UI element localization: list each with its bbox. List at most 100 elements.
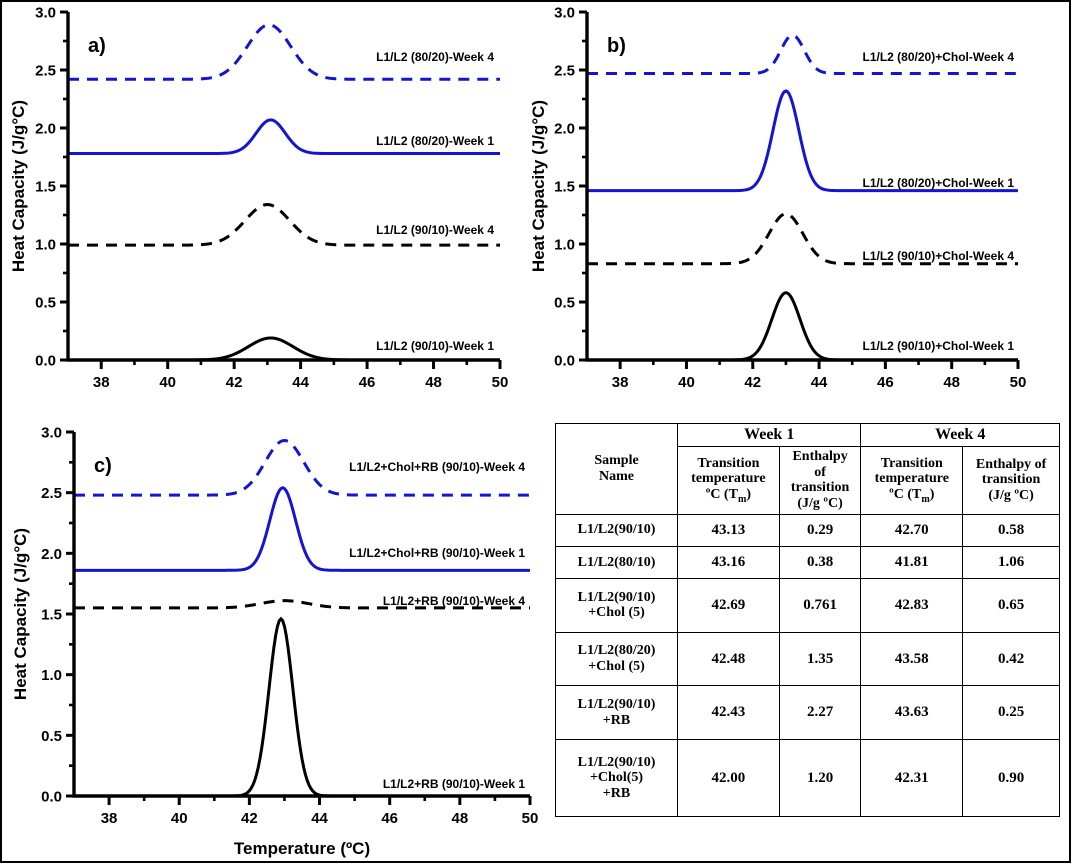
sample-name-line: +Chol (5) <box>588 659 645 675</box>
hdr-line: (J/g ºC) <box>988 488 1034 504</box>
x-tick-label: 44 <box>811 374 828 391</box>
table-cell-w4-enthalpy: 0.90 <box>962 739 1060 817</box>
panel-a-plot: 0.00.51.01.52.02.53.038404244464850a)Tem… <box>9 5 509 392</box>
table-head: Sample Name Week 1 Week 4 Transition tem… <box>555 423 1060 515</box>
table-cell-w4-temp: 43.63 <box>860 685 964 741</box>
y-tick-label: 3.0 <box>554 5 575 22</box>
table-cell-w1-enthalpy: 0.761 <box>778 578 862 633</box>
table-header-w4-enthalpy: Enthalpy of transition (J/g ºC) <box>962 445 1060 515</box>
curve-label: L1/L2+Chol+RB (90/10)-Week 4 <box>349 460 525 474</box>
table-cell-w4-temp: 43.58 <box>860 631 964 687</box>
hdr-line: ) <box>929 486 935 502</box>
axis-lines <box>72 432 530 798</box>
sample-name-line: L1/L2(90/10) <box>577 589 656 605</box>
table-row: L1/L2(90/10) +RB 42.43 2.27 43.63 0.25 <box>555 685 1060 741</box>
curve-b-1 <box>587 212 1018 266</box>
table-cell-w4-enthalpy: 0.25 <box>962 685 1060 741</box>
table-row: L1/L2(80/20) +Chol (5) 42.48 1.35 43.58 0.42 <box>555 631 1060 687</box>
table-cell-w1-enthalpy: 1.35 <box>778 631 862 687</box>
curve-label: L1/L2 (80/20)+Chol-Week 1 <box>863 176 1015 190</box>
table-header-sample-name: Sample Name <box>555 423 678 515</box>
curve-c-1 <box>74 599 530 610</box>
y-tick-label: 2.0 <box>554 121 575 138</box>
hdr-line: (J/g ºC) <box>797 495 843 511</box>
sample-header-line-2: Name <box>599 468 634 484</box>
hdr-line: Transition <box>697 455 760 471</box>
panel-letter: a) <box>88 35 106 57</box>
y-tick-label: 3.0 <box>35 5 56 22</box>
hdr-line: of <box>814 464 826 480</box>
hdr-line: temperature <box>874 471 949 487</box>
hdr-sub: m <box>737 493 747 505</box>
y-tick-label: 0.0 <box>35 353 56 370</box>
table-cell-w1-temp: 42.43 <box>677 685 780 741</box>
y-tick-label: 1.5 <box>35 179 56 196</box>
x-tick-label: 42 <box>226 374 243 391</box>
y-tick-label: 2.5 <box>35 63 56 80</box>
y-tick-label: 2.5 <box>41 485 62 502</box>
y-tick-label: 2.0 <box>35 121 56 138</box>
curve-label: L1/L2 (80/20)-Week 1 <box>376 134 494 148</box>
sample-name-line: +RB <box>602 785 631 801</box>
table-column-header-row: Transition temperature ºC (Tm) Enthalpy … <box>556 445 1060 515</box>
panel-b: 0.00.51.01.52.02.53.038404244464850b)Tem… <box>522 2 1071 402</box>
x-axis-title: Temperature (ºC) <box>234 839 370 858</box>
panel-letter: b) <box>607 35 626 57</box>
sample-header-line-1: Sample <box>594 453 639 469</box>
y-tick-label: 1.5 <box>554 179 575 196</box>
curve-c-3 <box>74 438 530 497</box>
table-cell-w4-enthalpy: 1.06 <box>962 545 1060 580</box>
x-tick-label: 42 <box>241 810 258 827</box>
curve-a-2 <box>68 118 500 156</box>
table-row: L1/L2(90/10) +Chol(5) +RB 42.00 1.20 42.31 0.9… <box>555 739 1060 817</box>
results-table: Sample Name Week 1 Week 4 Transition tem… <box>555 423 1060 817</box>
curve-label: L1/L2+RB (90/10)-Week 4 <box>383 594 525 608</box>
sample-name-line: +Chol(5) <box>589 770 644 786</box>
x-tick-label: 40 <box>159 374 176 391</box>
hdr-line: Transition <box>880 455 943 471</box>
panel-letter: c) <box>94 455 112 477</box>
x-tick-label: 46 <box>359 374 376 391</box>
table-row: L1/L2(90/10) 43.13 0.29 42.70 0.58 <box>555 513 1060 547</box>
curve-a-1 <box>68 203 500 247</box>
curve-label: L1/L2+Chol+RB (90/10)-Week 1 <box>349 546 525 560</box>
curve-label: L1/L2 (90/10)-Week 1 <box>376 339 494 353</box>
y-tick-label: 1.0 <box>35 237 56 254</box>
table-header-w4-transition-temp: Transition temperature ºC (Tm) <box>860 445 964 515</box>
y-axis-title: Heat Capacity (J/g°C) <box>11 528 30 700</box>
hdr-line: ºC (T <box>705 486 738 502</box>
panel-a: 0.00.51.01.52.02.53.038404244464850a)Tem… <box>2 2 537 402</box>
hdr-line: temperature <box>691 471 766 487</box>
curve-c-0 <box>74 616 530 798</box>
hdr-line: ) <box>746 486 752 502</box>
x-tick-label: 50 <box>492 374 509 391</box>
curve-label: L1/L2 (90/10)-Week 4 <box>376 223 494 237</box>
y-axis-title: Heat Capacity (J/g°C) <box>529 100 548 272</box>
table-cell-w1-temp: 43.13 <box>677 513 780 547</box>
y-tick-label: 0.0 <box>41 789 62 806</box>
y-tick-label: 3.0 <box>41 425 62 442</box>
curve-label: L1/L2 (80/20)-Week 4 <box>376 50 494 64</box>
table-row: L1/L2(80/10) 43.16 0.38 41.81 1.06 <box>555 545 1060 580</box>
table-header-w1-transition-temp: Transition temperature ºC (Tm) <box>677 445 780 515</box>
x-tick-label: 48 <box>943 374 960 391</box>
table-cell-sample-name: L1/L2(90/10) +Chol(5) +RB <box>555 739 678 817</box>
sample-name-line: L1/L2(80/20) <box>577 643 656 659</box>
table-cell-w4-enthalpy: 0.58 <box>962 513 1060 547</box>
table-cell-w1-enthalpy: 2.27 <box>778 685 862 741</box>
table-cell-sample-name: L1/L2(90/10) +RB <box>555 685 678 741</box>
table-cell-w1-temp: 42.48 <box>677 631 780 687</box>
hdr-line: ºC (T <box>889 486 922 502</box>
curve-a-3 <box>68 23 500 81</box>
hdr-sub: m <box>921 493 930 505</box>
x-tick-label: 50 <box>522 810 539 827</box>
x-tick-label: 40 <box>678 374 695 391</box>
x-tick-label: 46 <box>877 374 894 391</box>
y-tick-label: 0.0 <box>554 353 575 370</box>
table-body: L1/L2(90/10) 43.13 0.29 42.70 0.58 L1/L2(80/1… <box>555 513 1060 817</box>
table-cell-sample-name: L1/L2(80/20) +Chol (5) <box>555 631 678 687</box>
y-axis-title: Heat Capacity (J/g°C) <box>9 100 28 272</box>
y-tick-label: 1.0 <box>554 237 575 254</box>
sample-name-line: L1/L2(90/10) <box>577 522 656 538</box>
y-tick-label: 0.5 <box>41 728 62 745</box>
